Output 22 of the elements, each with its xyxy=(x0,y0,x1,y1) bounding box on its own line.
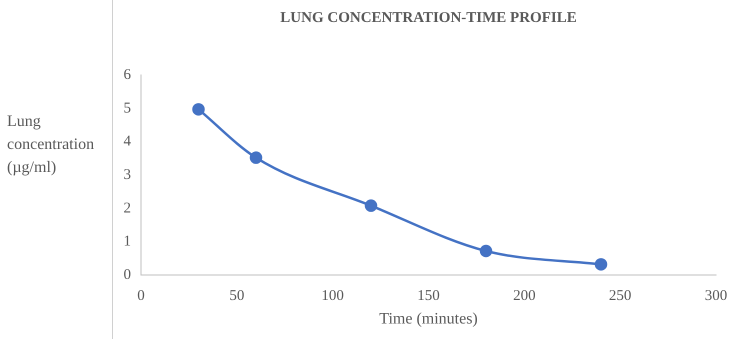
x-tick-label: 250 xyxy=(608,288,632,304)
point xyxy=(250,151,262,164)
x-tick-label: 0 xyxy=(137,288,145,304)
x-tick-label: 300 xyxy=(704,288,728,304)
x-tick-label: 50 xyxy=(229,288,244,304)
x-tick-label: 100 xyxy=(321,288,344,304)
point xyxy=(480,244,492,258)
y-tick-label: 6 xyxy=(124,66,132,83)
chart-title: LUNG CONCENTRATION-TIME PROFILE xyxy=(280,10,577,26)
point xyxy=(594,258,608,271)
point xyxy=(364,199,378,212)
y-tick-label: 5 xyxy=(124,100,131,116)
y-tick-label: 3 xyxy=(124,166,131,183)
y-tick-label: 1 xyxy=(124,234,131,250)
x-tick-label: 150 xyxy=(417,288,440,304)
point xyxy=(192,103,205,116)
x-axis-title: Time (minutes) xyxy=(379,310,478,328)
y-axis-title: Lung concentration (µg/ml) xyxy=(7,112,96,178)
x-tick-label: 200 xyxy=(513,288,536,304)
y-tick-label: 2 xyxy=(124,200,131,216)
y-tick-label: 4 xyxy=(124,134,132,150)
y-tick-label: 0 xyxy=(124,266,131,283)
